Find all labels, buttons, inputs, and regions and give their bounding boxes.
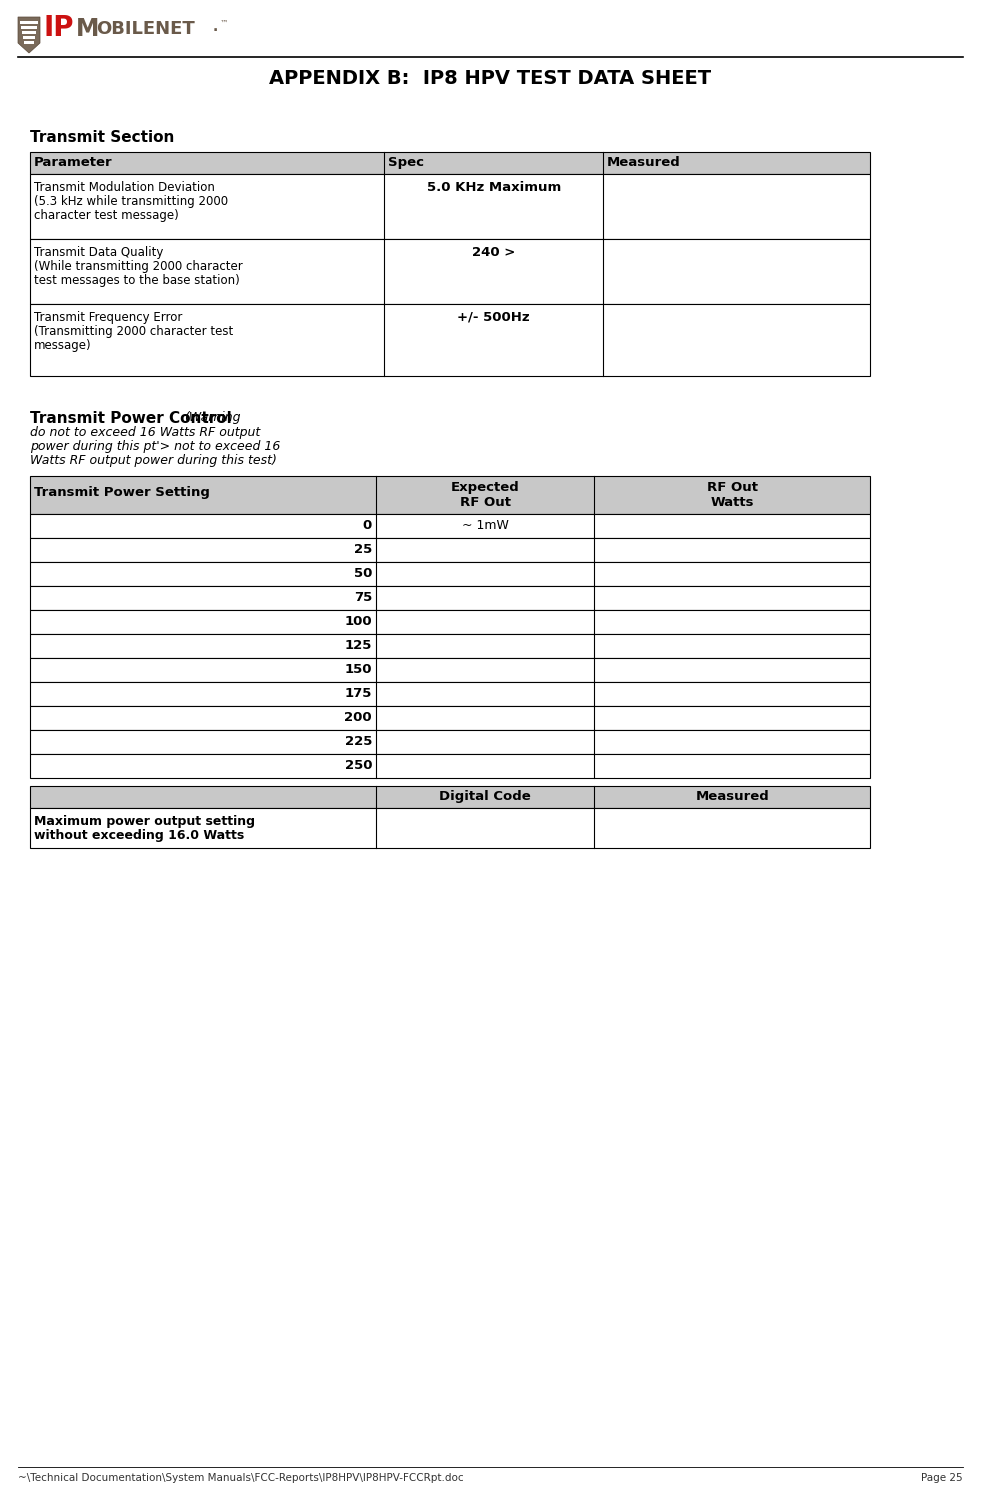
Text: RF Out: RF Out — [460, 495, 511, 509]
Text: 175: 175 — [344, 687, 372, 699]
Text: 100: 100 — [344, 615, 372, 627]
Text: test messages to the base station): test messages to the base station) — [34, 275, 239, 287]
Text: 250: 250 — [344, 760, 372, 772]
Bar — [30, 754, 870, 778]
Text: Spec: Spec — [388, 156, 425, 170]
Text: OBILENET: OBILENET — [96, 20, 195, 38]
Text: Measured: Measured — [607, 156, 681, 170]
Text: 200: 200 — [344, 711, 372, 723]
Text: Parameter: Parameter — [34, 156, 113, 170]
Bar — [30, 561, 870, 585]
Bar — [30, 681, 870, 705]
Bar — [30, 239, 870, 305]
Bar — [30, 609, 870, 633]
Text: APPENDIX B:  IP8 HPV TEST DATA SHEET: APPENDIX B: IP8 HPV TEST DATA SHEET — [270, 69, 711, 89]
Text: Watts RF output power during this test): Watts RF output power during this test) — [30, 453, 277, 467]
Text: (5.3 kHz while transmitting 2000: (5.3 kHz while transmitting 2000 — [34, 195, 229, 209]
Text: Page 25: Page 25 — [921, 1472, 963, 1483]
Text: message): message) — [34, 339, 91, 353]
Text: Digital Code: Digital Code — [439, 790, 531, 803]
Bar — [23, 36, 35, 39]
Text: Transmit Section: Transmit Section — [30, 131, 175, 146]
Text: Transmit Data Quality: Transmit Data Quality — [34, 246, 164, 260]
Text: Transmit Power Setting: Transmit Power Setting — [34, 486, 210, 498]
Bar — [22, 32, 36, 33]
Text: (While transmitting 2000 character: (While transmitting 2000 character — [34, 260, 242, 273]
Text: ~ 1mW: ~ 1mW — [462, 519, 509, 531]
Text: RF Out: RF Out — [706, 480, 757, 494]
Bar — [30, 537, 870, 561]
Text: Expected: Expected — [451, 480, 520, 494]
Bar — [30, 174, 870, 239]
Text: (Warning: (Warning — [184, 411, 240, 423]
Text: Maximum power output setting: Maximum power output setting — [34, 815, 255, 829]
Bar — [30, 585, 870, 609]
Bar — [20, 21, 38, 24]
Text: Watts: Watts — [710, 495, 754, 509]
Text: without exceeding 16.0 Watts: without exceeding 16.0 Watts — [34, 829, 244, 842]
Text: do not to exceed 16 Watts RF output: do not to exceed 16 Watts RF output — [30, 426, 260, 438]
Bar — [30, 808, 870, 848]
Bar — [30, 657, 870, 681]
Text: (Transmitting 2000 character test: (Transmitting 2000 character test — [34, 326, 233, 338]
Text: 225: 225 — [344, 735, 372, 747]
Text: ~\Technical Documentation\System Manuals\FCC-Reports\IP8HPV\IP8HPV-FCCRpt.doc: ~\Technical Documentation\System Manuals… — [18, 1472, 464, 1483]
Text: power during this pt'> not to exceed 16: power during this pt'> not to exceed 16 — [30, 440, 281, 453]
Text: ™: ™ — [220, 20, 229, 29]
Text: .: . — [213, 20, 218, 35]
Text: Measured: Measured — [696, 790, 769, 803]
Text: 0: 0 — [363, 519, 372, 531]
Text: Transmit Modulation Deviation: Transmit Modulation Deviation — [34, 182, 215, 194]
Bar — [30, 476, 870, 513]
Bar — [30, 705, 870, 729]
Polygon shape — [18, 17, 40, 53]
Text: 75: 75 — [354, 591, 372, 603]
Bar — [30, 513, 870, 537]
Text: character test message): character test message) — [34, 209, 179, 222]
Text: Transmit Power Control: Transmit Power Control — [30, 411, 232, 426]
Bar — [21, 26, 37, 29]
Text: 50: 50 — [354, 567, 372, 579]
Text: +/- 500Hz: +/- 500Hz — [457, 311, 530, 324]
Text: M: M — [76, 17, 99, 41]
Bar — [30, 305, 870, 375]
Text: 25: 25 — [354, 543, 372, 555]
Text: Transmit Frequency Error: Transmit Frequency Error — [34, 311, 182, 324]
Text: 125: 125 — [344, 639, 372, 651]
Text: 5.0 KHz Maximum: 5.0 KHz Maximum — [427, 182, 561, 194]
Bar — [30, 787, 870, 808]
Text: 240 >: 240 > — [472, 246, 515, 260]
Text: IP: IP — [44, 14, 75, 42]
Bar — [24, 41, 34, 44]
Text: 150: 150 — [344, 663, 372, 675]
Bar — [30, 729, 870, 754]
Bar — [30, 633, 870, 657]
Bar — [30, 152, 870, 174]
